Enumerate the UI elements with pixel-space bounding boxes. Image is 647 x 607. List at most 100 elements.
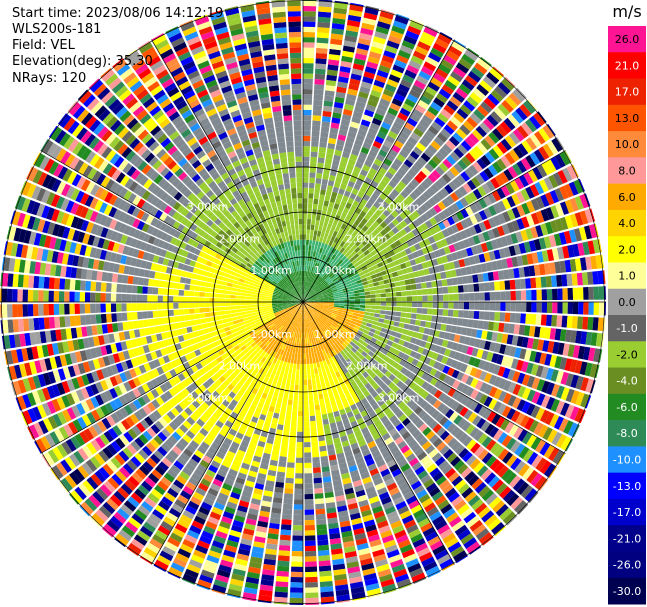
- velocity-gate: [401, 40, 416, 50]
- velocity-gate: [446, 317, 453, 325]
- velocity-gate: [384, 252, 391, 259]
- velocity-gate: [535, 196, 545, 209]
- velocity-gate: [411, 307, 418, 314]
- velocity-gate: [307, 369, 311, 375]
- velocity-gate: [497, 82, 511, 95]
- velocity-gate: [347, 197, 355, 205]
- velocity-gate: [420, 152, 431, 163]
- velocity-gate: [472, 145, 484, 157]
- velocity-gate: [339, 241, 346, 248]
- velocity-gate: [304, 270, 306, 277]
- velocity-gate: [438, 221, 446, 231]
- velocity-gate: [312, 295, 318, 299]
- velocity-gate: [431, 169, 441, 180]
- velocity-gate: [461, 249, 469, 258]
- velocity-gate: [310, 363, 314, 370]
- velocity-gate: [511, 358, 519, 370]
- velocity-gate: [520, 313, 526, 324]
- velocity-gate: [358, 327, 365, 333]
- velocity-gate: [283, 425, 290, 432]
- velocity-gate: [515, 107, 528, 121]
- velocity-gate: [406, 64, 420, 75]
- velocity-gate: [313, 286, 318, 291]
- velocity-gate: [349, 265, 355, 271]
- velocity-gate: [389, 315, 396, 321]
- velocity-gate: [489, 281, 495, 291]
- velocity-gate: [398, 339, 405, 346]
- velocity-gate: [303, 16, 316, 22]
- velocity-gate: [515, 290, 522, 301]
- velocity-gate: [479, 80, 493, 93]
- velocity-gate: [304, 499, 314, 505]
- velocity-gate: [303, 187, 309, 193]
- velocity-gate: [438, 162, 449, 173]
- velocity-gate: [344, 190, 351, 198]
- velocity-gate: [281, 519, 292, 525]
- velocity-gate: [479, 292, 485, 301]
- velocity-gate: [427, 106, 439, 117]
- velocity-gate: [330, 235, 336, 242]
- velocity-gate: [456, 371, 465, 381]
- velocity-gate: [538, 128, 550, 142]
- velocity-gate: [404, 172, 414, 182]
- velocity-gate: [388, 277, 395, 283]
- velocity-gate: [441, 198, 451, 208]
- velocity-gate: [438, 248, 446, 256]
- velocity-gate: [309, 289, 314, 295]
- velocity-gate: [417, 99, 429, 110]
- velocity-gate: [304, 436, 311, 443]
- velocity-gate: [329, 282, 335, 287]
- velocity-gate: [472, 129, 484, 141]
- velocity-gate: [372, 220, 380, 228]
- velocity-gate: [315, 178, 322, 184]
- velocity-gate: [372, 84, 384, 93]
- velocity-gate: [491, 353, 499, 364]
- velocity-gate: [322, 292, 328, 296]
- velocity-gate: [417, 170, 427, 180]
- velocity-gate: [380, 162, 390, 171]
- velocity-gate: [313, 302, 319, 304]
- velocity-gate: [437, 287, 443, 294]
- velocity-gate: [333, 101, 344, 109]
- velocity-gate: [436, 190, 446, 201]
- velocity-gate: [536, 164, 548, 178]
- velocity-gate: [359, 295, 366, 299]
- velocity-gate: [292, 540, 303, 547]
- velocity-gate: [567, 302, 574, 314]
- velocity-gate: [274, 591, 288, 598]
- velocity-gate: [296, 338, 300, 344]
- velocity-gate: [334, 298, 340, 301]
- velocity-gate: [307, 250, 311, 256]
- velocity-gate: [312, 267, 316, 273]
- velocity-gate: [486, 180, 496, 192]
- velocity-gate: [371, 243, 379, 250]
- velocity-gate: [424, 177, 434, 187]
- velocity-gate: [274, 586, 288, 593]
- velocity-gate: [390, 162, 400, 171]
- velocity-gate: [588, 302, 594, 315]
- velocity-gate: [468, 133, 480, 145]
- velocity-gate: [361, 277, 368, 283]
- velocity-gate: [319, 259, 324, 265]
- velocity-gate: [493, 388, 503, 400]
- velocity-gate: [324, 285, 330, 289]
- velocity-gate: [475, 264, 483, 273]
- velocity-gate: [517, 143, 529, 156]
- velocity-gate: [313, 198, 319, 205]
- velocity-gate: [333, 237, 339, 244]
- velocity-gate: [484, 302, 490, 311]
- velocity-gate: [327, 264, 333, 270]
- velocity-gate: [573, 228, 582, 242]
- velocity-gate: [334, 226, 341, 233]
- velocity-gate: [492, 66, 504, 77]
- velocity-gate: [494, 174, 505, 187]
- velocity-gate: [408, 213, 416, 222]
- velocity-gate: [447, 75, 460, 87]
- velocity-gate: [505, 302, 511, 312]
- velocity-gate: [275, 576, 289, 583]
- velocity-gate: [410, 55, 424, 65]
- velocity-gate: [388, 261, 395, 268]
- velocity-gate: [333, 7, 347, 15]
- velocity-gate: [430, 101, 442, 112]
- velocity-gate: [380, 310, 386, 315]
